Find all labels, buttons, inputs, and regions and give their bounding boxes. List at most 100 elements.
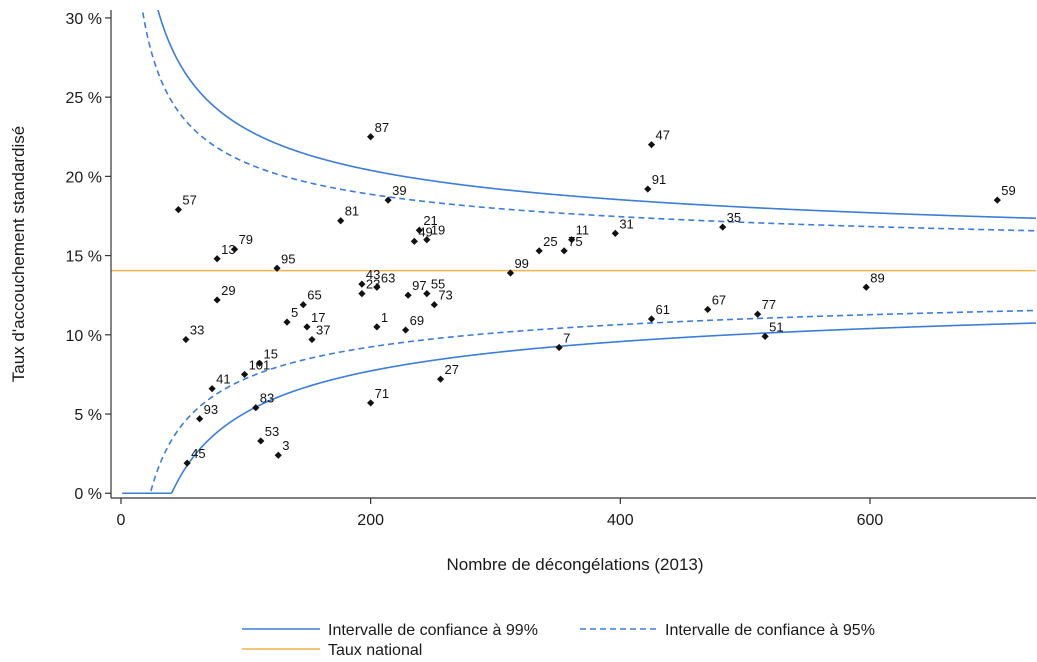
y-tick-label: 5 % bbox=[74, 407, 102, 424]
data-point-label: 47 bbox=[656, 128, 670, 143]
y-axis-ticks: 0 % 5 % 10 % 15 % 20 % 25 % 30 % bbox=[66, 11, 111, 503]
data-point-label: 3 bbox=[282, 438, 289, 453]
data-point-label: 1 bbox=[381, 310, 388, 325]
data-point-label: 41 bbox=[216, 372, 230, 387]
y-tick-label: 30 % bbox=[66, 11, 102, 28]
data-point-69 bbox=[402, 326, 410, 334]
data-point-43 bbox=[358, 280, 366, 288]
x-axis-ticks: 0 200 400 600 bbox=[117, 498, 884, 529]
data-point-label: 95 bbox=[281, 251, 295, 266]
data-point-label: 61 bbox=[656, 302, 670, 317]
legend-item-ci95: Intervalle de confiance à 95% bbox=[580, 622, 875, 639]
legend: Intervalle de confiance à 99% Intervalle… bbox=[242, 622, 875, 659]
data-point-label: 49 bbox=[418, 224, 432, 239]
data-point-label: 15 bbox=[264, 346, 278, 361]
data-point-19 bbox=[423, 236, 431, 244]
data-point-label: 51 bbox=[769, 319, 783, 334]
data-point-label: 97 bbox=[412, 278, 426, 293]
data-point-83 bbox=[252, 404, 260, 412]
data-point-label: 67 bbox=[712, 292, 726, 307]
data-point-label: 7 bbox=[563, 330, 570, 345]
data-point-label: 81 bbox=[345, 204, 359, 219]
x-tick-label: 200 bbox=[357, 512, 384, 529]
data-point-67 bbox=[704, 305, 712, 314]
data-point-label: 37 bbox=[316, 323, 330, 338]
data-point-59 bbox=[993, 196, 1001, 204]
data-point-47 bbox=[647, 141, 656, 149]
data-point-89 bbox=[862, 283, 870, 291]
data-point-51 bbox=[761, 332, 769, 340]
ci95-upper-line bbox=[141, 10, 1036, 232]
data-point-101 bbox=[240, 370, 249, 379]
data-point-label: 53 bbox=[265, 424, 279, 439]
data-point-11 bbox=[568, 236, 576, 244]
data-point-79 bbox=[230, 245, 239, 253]
data-point-label: 65 bbox=[307, 288, 321, 303]
data-point-1 bbox=[373, 323, 381, 331]
legend-label-ci99: Intervalle de confiance à 99% bbox=[328, 622, 538, 639]
data-point-13 bbox=[213, 255, 221, 263]
data-point-65 bbox=[299, 301, 307, 309]
x-tick-label: 600 bbox=[857, 512, 884, 529]
y-tick-label: 25 % bbox=[66, 90, 102, 107]
data-point-23 bbox=[358, 290, 366, 298]
data-point-31 bbox=[611, 229, 619, 238]
data-point-label: 71 bbox=[375, 386, 389, 401]
data-point-label: 57 bbox=[182, 193, 196, 208]
data-point-label: 29 bbox=[221, 283, 235, 298]
data-point-55 bbox=[423, 290, 431, 298]
data-point-15 bbox=[255, 359, 264, 367]
data-point-71 bbox=[367, 399, 375, 407]
data-point-93 bbox=[196, 415, 204, 423]
y-tick-label: 0 % bbox=[74, 486, 102, 503]
data-point-75 bbox=[560, 247, 568, 255]
y-tick-label: 15 % bbox=[66, 249, 102, 266]
data-point-label: 45 bbox=[191, 446, 205, 461]
data-point-label: 91 bbox=[652, 172, 666, 187]
data-point-label: 69 bbox=[410, 313, 424, 328]
data-point-label: 79 bbox=[239, 232, 253, 247]
data-point-27 bbox=[436, 375, 445, 383]
data-point-21 bbox=[415, 226, 423, 234]
data-point-label: 77 bbox=[762, 297, 776, 312]
data-point-label: 63 bbox=[381, 270, 395, 285]
data-point-label: 5 bbox=[291, 305, 298, 320]
y-axis-title: Taux d'accouchement standardisé bbox=[9, 126, 28, 383]
data-point-25 bbox=[535, 247, 543, 255]
legend-item-national: Taux national bbox=[242, 642, 422, 659]
data-point-label: 33 bbox=[190, 323, 204, 338]
data-point-81 bbox=[337, 217, 345, 225]
data-point-39 bbox=[384, 196, 392, 204]
data-point-label: 89 bbox=[870, 270, 884, 285]
x-tick-label: 0 bbox=[117, 512, 126, 529]
data-point-label: 19 bbox=[431, 223, 445, 238]
data-point-35 bbox=[719, 223, 727, 231]
data-point-63 bbox=[373, 283, 381, 291]
data-point-29 bbox=[213, 296, 221, 304]
ci99-lower-line bbox=[122, 322, 1036, 495]
data-point-33 bbox=[182, 335, 190, 344]
data-points: 5713792933411011593835345395655173787813… bbox=[174, 120, 1016, 467]
legend-label-national: Taux national bbox=[328, 642, 422, 659]
x-axis-title: Nombre de décongélations (2013) bbox=[446, 555, 703, 574]
data-point-95 bbox=[273, 264, 281, 272]
data-point-3 bbox=[274, 451, 282, 459]
legend-item-ci99: Intervalle de confiance à 99% bbox=[242, 622, 538, 639]
data-point-87 bbox=[367, 133, 375, 141]
data-point-label: 59 bbox=[1001, 183, 1015, 198]
y-tick-label: 10 % bbox=[66, 328, 102, 345]
data-point-61 bbox=[647, 315, 656, 323]
data-point-57 bbox=[174, 206, 183, 214]
data-point-label: 31 bbox=[619, 216, 633, 231]
data-point-label: 55 bbox=[431, 277, 445, 292]
data-point-97 bbox=[404, 291, 412, 299]
legend-label-ci95: Intervalle de confiance à 95% bbox=[665, 622, 875, 639]
data-point-label: 27 bbox=[445, 362, 459, 377]
data-point-99 bbox=[506, 269, 515, 277]
data-point-label: 73 bbox=[438, 288, 452, 303]
data-point-label: 11 bbox=[576, 223, 590, 238]
data-point-73 bbox=[430, 301, 438, 309]
data-point-label: 35 bbox=[727, 210, 741, 225]
axes: 0 % 5 % 10 % 15 % 20 % 25 % 30 % 0 200 400 600 bbox=[66, 10, 1036, 529]
